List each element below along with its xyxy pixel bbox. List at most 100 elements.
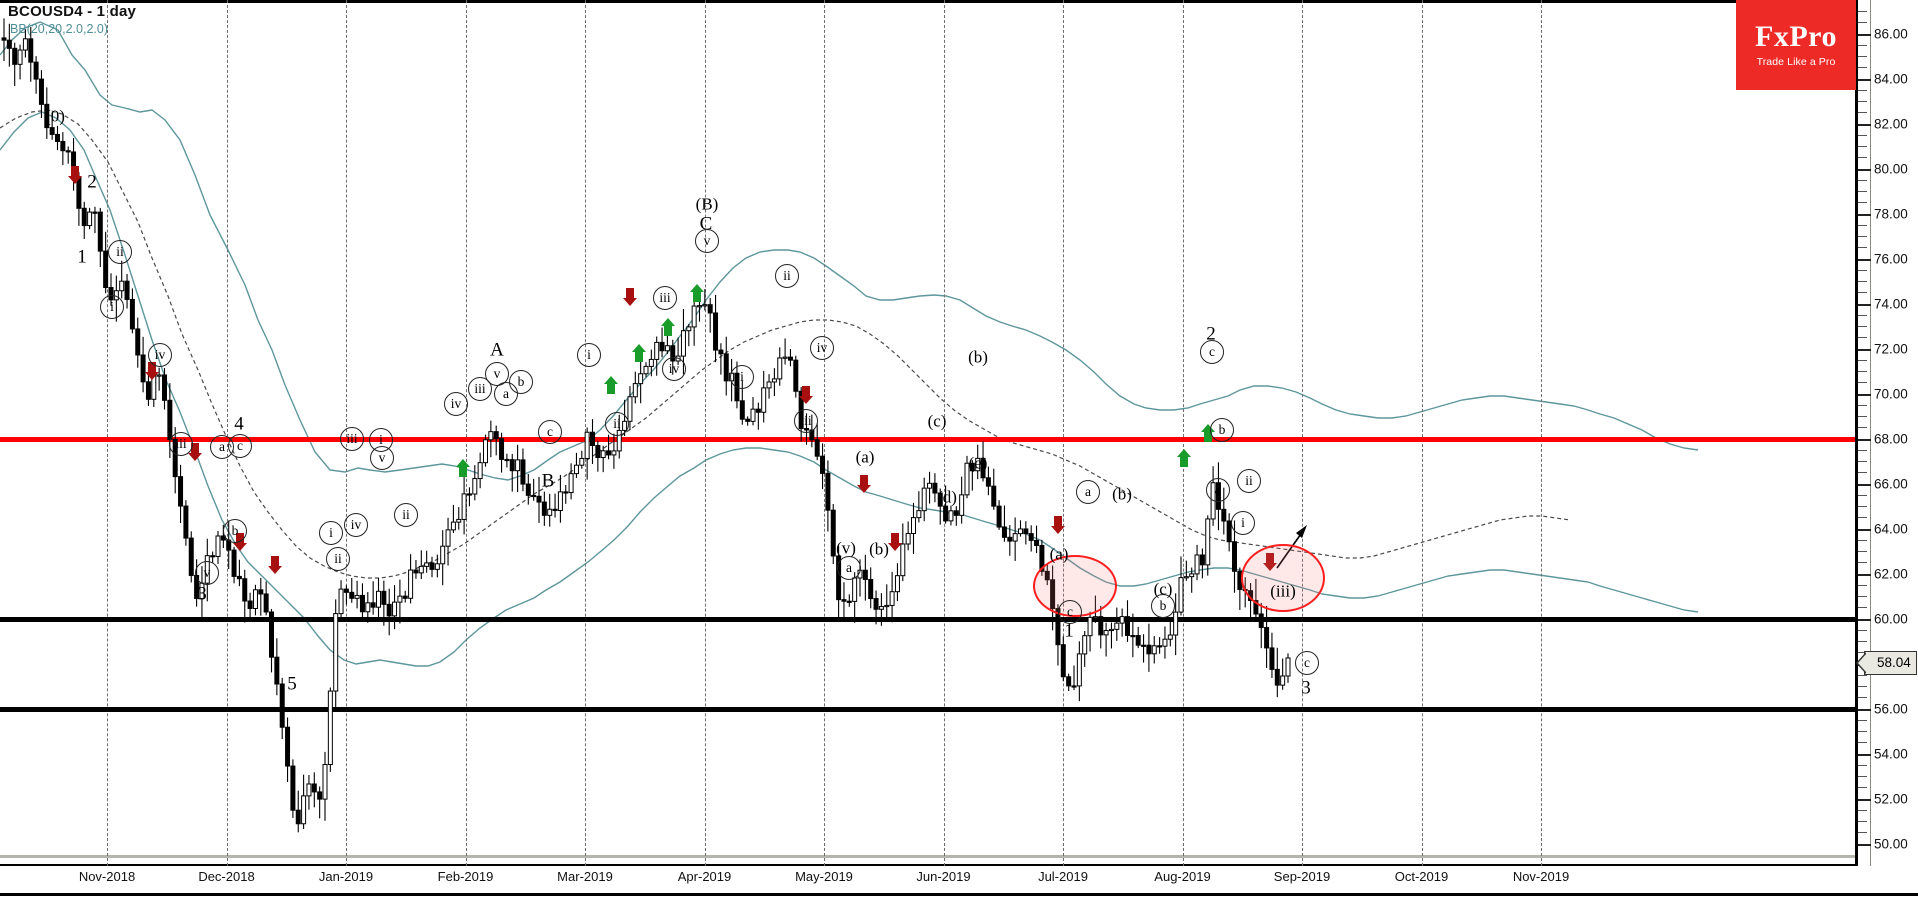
wave-label-c-49[interactable]: c (1058, 600, 1082, 624)
price-scale[interactable]: 86.00 84.00 82.00 80.00 78.00 76.00 74.00 72.00… (1856, 0, 1918, 866)
wave-label-a-42[interactable]: a (837, 556, 861, 580)
x-axis-tick-label: May-2019 (795, 869, 853, 884)
wave-label-B-28[interactable]: B (541, 470, 555, 492)
wave-label-d-45[interactable]: (d) (937, 487, 957, 507)
wave-label-a-48[interactable]: (a) (1049, 544, 1069, 564)
wave-label-b-52[interactable]: (b) (1112, 484, 1132, 504)
wave-label-c-9[interactable]: c (228, 434, 252, 458)
wave-label-iii-39[interactable]: iii (794, 409, 818, 433)
wave-label-b-26[interactable]: b (509, 370, 533, 394)
wave-label-i-14[interactable]: i (319, 521, 343, 545)
wave-label-c-56[interactable]: c (1200, 340, 1224, 364)
price-scale-line (1870, 0, 1871, 866)
price-tick (1858, 382, 1867, 384)
y-axis-tick-label: 72.00 (1874, 341, 1908, 357)
x-axis-tick-label: Dec-2018 (198, 869, 255, 884)
wave-label-c-44[interactable]: (c) (927, 411, 947, 431)
wave-label-C-34[interactable]: C (699, 213, 713, 235)
wave-label-i-29[interactable]: i (577, 343, 601, 367)
wave-label-iv-22[interactable]: iv (444, 392, 468, 416)
wave-label-i-4[interactable]: i (100, 295, 124, 319)
wave-label-4-7[interactable]: 4 (234, 413, 244, 435)
price-tick (1858, 449, 1867, 451)
wave-label-B-33[interactable]: (B) (695, 194, 719, 214)
wave-label-ii-30[interactable]: ii (605, 412, 629, 436)
wave-label-3-12[interactable]: 3 (197, 583, 207, 605)
wave-label-iv-5[interactable]: iv (148, 343, 172, 367)
x-axis-tick-label: Mar-2019 (557, 869, 613, 884)
price-tick (1858, 123, 1871, 126)
wave-label-iii-17[interactable]: iii (340, 427, 364, 451)
wave-label-ii-20[interactable]: ii (394, 503, 418, 527)
price-tick (1858, 528, 1871, 531)
wave-label-1-2[interactable]: 1 (77, 246, 87, 268)
wave-label-v-41[interactable]: (v) (836, 538, 856, 558)
month-gridline (1063, 0, 1064, 866)
wave-label-iii-21[interactable]: iii (468, 377, 492, 401)
wave-label-b-10[interactable]: b (223, 519, 247, 543)
wave-label-ii-59[interactable]: ii (1237, 469, 1261, 493)
price-level-resistance-68[interactable] (0, 436, 1855, 442)
price-tick (1858, 753, 1871, 756)
wave-label-b-57[interactable]: b (1210, 418, 1234, 442)
price-tick (1858, 281, 1867, 283)
wave-label-5-13[interactable]: 5 (287, 673, 297, 695)
wave-label-c-62[interactable]: c (1295, 651, 1319, 675)
price-tick (1858, 78, 1871, 81)
wave-label-2-55[interactable]: 2 (1206, 323, 1216, 345)
wave-label-i-60[interactable]: i (1231, 511, 1255, 535)
price-level-support-60[interactable] (0, 616, 1855, 622)
price-tick (1858, 191, 1867, 193)
wave-label-b-54[interactable]: b (1151, 594, 1175, 618)
wave-label-c-53[interactable]: (c) (1153, 579, 1173, 599)
price-tick (1858, 22, 1867, 24)
price-tick (1858, 843, 1871, 846)
wave-label-i-36[interactable]: i (730, 365, 754, 389)
wave-label-e-46[interactable]: (e) (968, 453, 988, 473)
price-level-support-56[interactable] (0, 706, 1855, 712)
price-tick (1858, 809, 1867, 811)
wave-label-1-50[interactable]: 1 (1064, 620, 1074, 642)
wave-label-v-11[interactable]: v (195, 561, 219, 585)
wave-label-iv-38[interactable]: iv (810, 336, 834, 360)
price-tick (1858, 236, 1867, 238)
price-tick (1858, 719, 1867, 721)
month-gridline (585, 0, 586, 866)
month-gridline (107, 0, 108, 866)
wave-label-ii-37[interactable]: ii (775, 264, 799, 288)
wave-label-a-51[interactable]: a (1076, 480, 1100, 504)
y-axis-tick-label: 62.00 (1874, 566, 1908, 582)
wave-label-2-1[interactable]: 2 (87, 171, 97, 193)
y-axis-tick-label: 78.00 (1874, 206, 1908, 222)
wave-label-iv-15[interactable]: iv (344, 513, 368, 537)
wave-label-iv-32[interactable]: iv (662, 357, 686, 381)
price-tick (1858, 224, 1867, 226)
wave-label-A-23[interactable]: A (490, 339, 504, 361)
wave-label-c-27[interactable]: c (538, 420, 562, 444)
price-tick (1858, 179, 1867, 181)
price-tick (1858, 33, 1871, 36)
x-axis-band (0, 855, 1855, 858)
price-tick (1858, 629, 1867, 631)
wave-label-v-35[interactable]: v (695, 229, 719, 253)
y-axis-tick-label: 76.00 (1874, 251, 1908, 267)
wave-label-3-63[interactable]: 3 (1301, 677, 1311, 699)
wave-label-b-47[interactable]: (b) (968, 347, 988, 367)
y-axis-tick-label: 64.00 (1874, 521, 1908, 537)
price-tick (1858, 539, 1867, 541)
wave-label-iii-31[interactable]: iii (653, 286, 677, 310)
wave-label-iii-6[interactable]: iii (169, 432, 193, 456)
wave-label-iii-61[interactable]: (iii) (1270, 581, 1296, 601)
wave-label-ii-16[interactable]: ii (326, 547, 350, 571)
wave-label-a-25[interactable]: a (494, 382, 518, 406)
wave-label-ii-3[interactable]: ii (108, 240, 132, 264)
wave-label-a-40[interactable]: (a) (855, 447, 875, 467)
price-tick (1858, 787, 1867, 789)
chart-plot-area[interactable]: BCOUSD4 - 1 day BB(20,20,2.0,2.0) (0) 2 1 i… (0, 0, 1855, 866)
wave-label-0-0[interactable]: (0) (45, 106, 65, 126)
wave-label-v-19[interactable]: v (370, 446, 394, 470)
wave-iii-highlight[interactable] (1241, 544, 1325, 612)
wave-label-b-43[interactable]: (b) (869, 539, 889, 559)
wave-label-a-58[interactable]: a (1206, 478, 1230, 502)
price-tick (1858, 56, 1867, 58)
